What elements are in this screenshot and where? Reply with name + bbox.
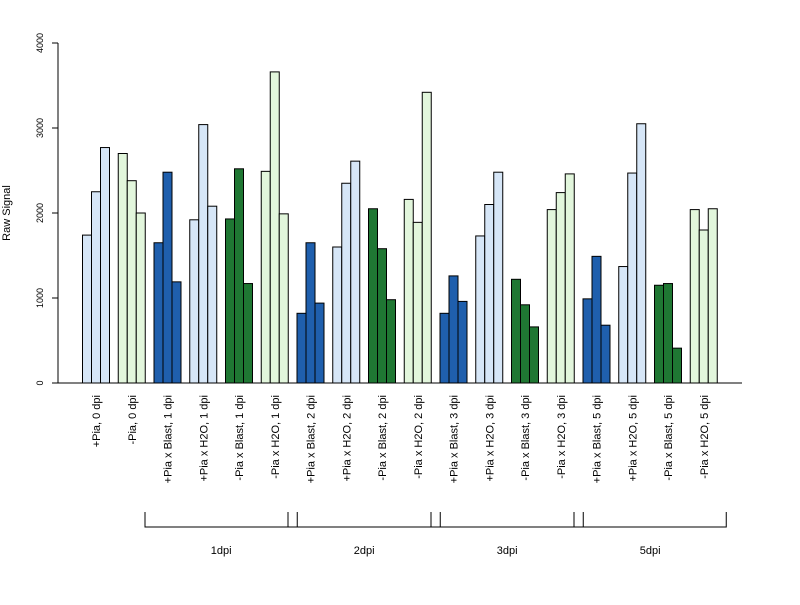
- bar: [421, 91, 432, 384]
- bar: [162, 171, 173, 384]
- bar: [386, 299, 396, 384]
- group-bracket: [144, 512, 298, 528]
- group-label: 2dpi: [354, 545, 375, 557]
- x-category-label: +Pia x Blast, 1 dpi: [163, 395, 175, 483]
- bar: [654, 284, 664, 384]
- x-axis-labels: +Pia, 0 dpi -Pia, 0 dpi +Pia x Blast, 1 dp…: [91, 395, 711, 483]
- bar: [278, 213, 289, 384]
- bar: [126, 180, 137, 384]
- bar: [403, 198, 414, 384]
- group-bracket: [573, 512, 727, 528]
- x-category-label: +Pia, 0 dpi: [91, 395, 103, 447]
- x-category-label: -Pia x Blast, 2 dpi: [377, 395, 389, 481]
- bar: [475, 235, 486, 384]
- bar: [260, 170, 271, 384]
- bar: [117, 153, 128, 384]
- y-tick-label: 3000: [35, 118, 45, 138]
- group-label: 3dpi: [497, 545, 518, 557]
- bar: [305, 242, 316, 384]
- bar: [564, 173, 575, 384]
- bar: [100, 147, 110, 384]
- bar: [243, 283, 253, 384]
- group-brackets: 1dpi 2dpi 3dpi 5dpi: [144, 512, 727, 557]
- bar: [207, 205, 218, 384]
- x-category-label: -Pia x Blast, 3 dpi: [520, 395, 532, 481]
- y-tick-label: 4000: [35, 33, 45, 53]
- bar: [189, 219, 200, 384]
- bar: [698, 229, 709, 384]
- bar: [341, 182, 352, 384]
- bar: [225, 218, 235, 384]
- bar: [439, 312, 450, 384]
- bar: [332, 246, 343, 384]
- bar: [448, 275, 459, 384]
- bar: [377, 248, 387, 384]
- bar: [663, 283, 673, 384]
- x-category-label: -Pia x H2O, 3 dpi: [556, 395, 568, 479]
- bar: [689, 209, 700, 384]
- bar: [636, 123, 647, 384]
- bar: [672, 347, 682, 384]
- bar: [82, 234, 92, 384]
- bar: [457, 300, 468, 384]
- bar: [618, 266, 629, 384]
- x-category-label: +Pia x H2O, 3 dpi: [484, 395, 496, 482]
- bar: [91, 191, 101, 384]
- bar: [269, 71, 280, 384]
- x-category-label: -Pia, 0 dpi: [127, 395, 139, 445]
- x-category-label: -Pia x H2O, 1 dpi: [270, 395, 282, 479]
- bar: [600, 324, 611, 384]
- x-category-label: -Pia x H2O, 2 dpi: [413, 395, 425, 479]
- x-category-label: +Pia x Blast, 5 dpi: [592, 395, 604, 483]
- bar: [591, 255, 602, 384]
- bar: [314, 302, 325, 384]
- x-category-label: +Pia x H2O, 5 dpi: [627, 395, 639, 482]
- bar: [582, 298, 593, 384]
- x-category-label: +Pia x H2O, 2 dpi: [341, 395, 353, 482]
- x-category-label: -Pia x H2O, 5 dpi: [699, 395, 711, 479]
- x-category-label: -Pia x Blast, 5 dpi: [663, 395, 675, 481]
- bar: [234, 168, 244, 384]
- bar: [520, 304, 530, 384]
- bar-series: [82, 71, 718, 384]
- y-tick-label: 1000: [35, 288, 45, 308]
- bar: [546, 209, 557, 384]
- bar: [135, 212, 146, 384]
- y-axis-title: Raw Signal: [1, 185, 13, 241]
- bar: [368, 208, 378, 384]
- bar: [529, 326, 539, 384]
- group-label: 5dpi: [640, 545, 661, 557]
- bar: [153, 242, 164, 384]
- bar: [627, 172, 638, 384]
- bar: [555, 192, 566, 384]
- group-bracket: [287, 512, 441, 528]
- y-tick-label: 0: [35, 380, 45, 385]
- bar: [412, 221, 423, 384]
- x-category-label: +Pia x Blast, 3 dpi: [449, 395, 461, 483]
- bar: [296, 312, 307, 384]
- x-category-label: -Pia x Blast, 1 dpi: [234, 395, 246, 481]
- x-category-label: +Pia x Blast, 2 dpi: [306, 395, 318, 483]
- y-tick-label: 2000: [35, 203, 45, 223]
- bar: [707, 208, 718, 384]
- bar: [493, 171, 504, 384]
- bar: [350, 160, 361, 384]
- bar: [484, 204, 495, 384]
- bar: [198, 124, 209, 384]
- x-category-label: +Pia x H2O, 1 dpi: [198, 395, 210, 482]
- group-label: 1dpi: [211, 545, 232, 557]
- bar: [511, 278, 521, 384]
- bar: [171, 281, 182, 384]
- group-bracket: [430, 512, 584, 528]
